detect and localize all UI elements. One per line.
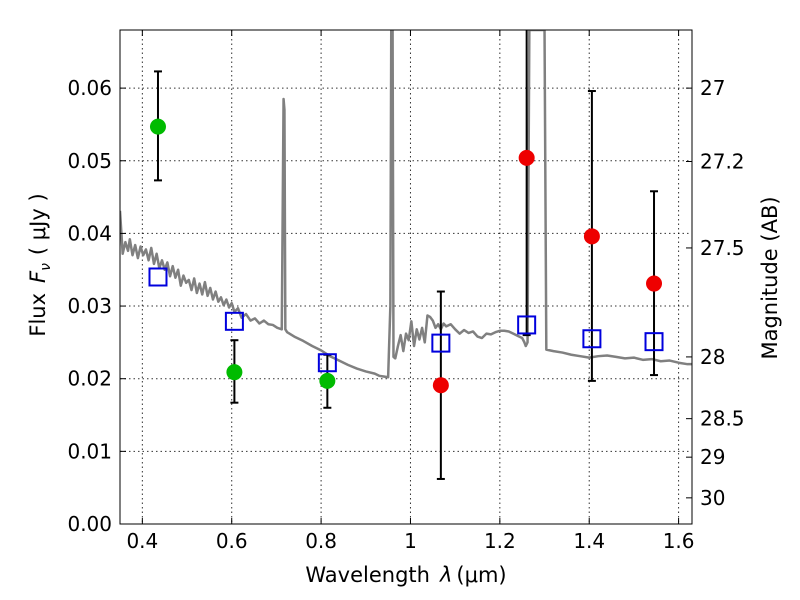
data-point-circle (518, 149, 535, 166)
model-point-square (644, 332, 664, 352)
data-point-circle (149, 118, 166, 135)
x-axis-unit: (μm) (456, 563, 506, 587)
y-tick-label: 0.02 (67, 367, 112, 391)
model-point-square (224, 311, 244, 331)
x-tick-label: 1.6 (663, 529, 695, 553)
y2-axis-title: Magnitude (AB) (758, 196, 782, 359)
x-tick-label: 0.4 (126, 529, 158, 553)
y-tick-label: 0.06 (67, 76, 112, 100)
y-tick-label: 0.00 (67, 512, 112, 536)
x-tick-label: 1 (404, 529, 417, 553)
data-point-circle (646, 275, 663, 292)
y2-tick-label: 27.5 (700, 236, 745, 260)
y-tick-label: 0.04 (67, 221, 112, 245)
tick-layer: 0.4 0.6 0.8 1 1.2 1.4 1.6 0.00 0.01 0.02 0.03 0.04 0… (67, 30, 745, 553)
y-axis-label: Flux (26, 293, 50, 337)
sed-model-line (120, 30, 692, 379)
data-point-circle (226, 364, 243, 381)
x-tick-label: 1.2 (484, 529, 516, 553)
y-axis-subscript: ν (38, 263, 54, 271)
model-point-square (582, 329, 602, 349)
x-tick-label: 0.6 (216, 529, 248, 553)
grid-layer (120, 30, 692, 525)
marker-layer (148, 118, 664, 394)
data-point-circle (432, 377, 449, 394)
y-axis-title: Flux Fν ( μJy ) (26, 193, 54, 336)
y-tick-label: 0.03 (67, 294, 112, 318)
y2-tick-label: 28.5 (700, 407, 745, 431)
x-axis-title: Wavelength λ (μm) (305, 563, 506, 587)
y-axis-unit: ( μJy ) (26, 193, 50, 255)
x-tick-label: 1.4 (573, 529, 605, 553)
x-axis-label: Wavelength (305, 563, 430, 587)
model-point-square (431, 333, 451, 353)
model-point-square (517, 315, 537, 335)
y-tick-label: 0.01 (67, 439, 112, 463)
y2-tick-label: 28 (700, 345, 725, 369)
y2-tick-label: 27.2 (700, 149, 745, 173)
y-axis-symbol: F (26, 270, 50, 283)
y2-tick-label: 29 (700, 445, 725, 469)
model-point-square (317, 353, 337, 373)
x-tick-label: 0.8 (305, 529, 337, 553)
x-axis-symbol: λ (439, 563, 452, 587)
model-point-square (148, 267, 168, 287)
error-bar-layer (153, 30, 659, 480)
sed-layer (120, 30, 692, 379)
y2-tick-label: 30 (700, 486, 725, 510)
data-point-circle (583, 228, 600, 245)
plot-frame (119, 29, 693, 525)
y2-tick-label: 27 (700, 76, 725, 100)
y-tick-label: 0.05 (67, 149, 112, 173)
data-point-circle (319, 372, 336, 389)
